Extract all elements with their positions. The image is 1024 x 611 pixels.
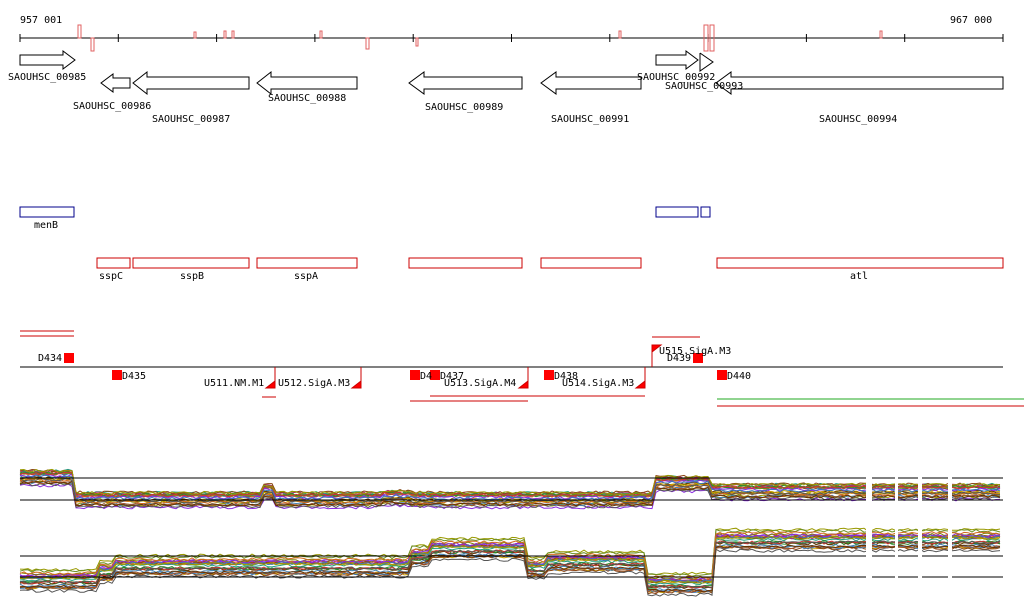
segment-D440-marker[interactable] — [717, 370, 727, 380]
feature-atl[interactable] — [716, 257, 1004, 269]
feature-label: sspA — [294, 271, 318, 282]
expression-track-upper — [19, 468, 1003, 510]
axis-end-label: 967 000 — [950, 15, 992, 26]
promoter-U512[interactable] — [350, 367, 362, 389]
feature-box[interactable] — [700, 206, 711, 218]
feature-box[interactable] — [408, 257, 523, 269]
feature-sspA[interactable] — [256, 257, 358, 269]
gene-SAOUHSC_00993[interactable]: SAOUHSC_00993 — [665, 81, 743, 92]
segment-track: D434 D435 D4 D437 D438 D439 D440 — [20, 330, 1024, 407]
promoter-U513[interactable] — [517, 367, 529, 389]
blue-feature-track: menB — [19, 206, 711, 231]
gene-label: SAOUHSC_00991 — [551, 114, 629, 125]
feature-sspC[interactable] — [96, 257, 131, 269]
gene-label: SAOUHSC_00993 — [665, 81, 743, 92]
gene-SAOUHSC_00992[interactable]: SAOUHSC_00992 — [637, 50, 715, 83]
feature-menB[interactable] — [19, 206, 75, 218]
gene-SAOUHSC_00994[interactable]: SAOUHSC_00994 — [715, 71, 1004, 125]
axis-start-label: 957 001 — [20, 15, 62, 26]
segment-D438-marker[interactable] — [544, 370, 554, 380]
expression-track-lower — [19, 527, 1003, 597]
segment-label-D434: D434 — [38, 353, 62, 364]
gene-label: SAOUHSC_00986 — [73, 101, 151, 112]
promoter-label-U511: U511.NM.M1 — [204, 378, 264, 389]
segment-D437-marker[interactable] — [430, 370, 440, 380]
feature-label: menB — [34, 220, 58, 231]
promoter-label-U512: U512.SigA.M3 — [278, 378, 350, 389]
feature-label: sspC — [99, 271, 123, 282]
segment-label-D437: D437 — [440, 371, 464, 382]
gene-label: SAOUHSC_00988 — [268, 93, 346, 104]
promoter-label-U514: U514.SigA.M3 — [562, 378, 634, 389]
gene-SAOUHSC_00988[interactable]: SAOUHSC_00988 — [256, 70, 358, 104]
gene-track: SAOUHSC_00985 SAOUHSC_00986 SAOUHSC_0098… — [8, 50, 1004, 125]
segment-D434-marker[interactable] — [64, 353, 74, 363]
promoter-label-U515: U515.SigA.M3 — [659, 346, 731, 357]
track-gaps — [866, 466, 952, 586]
segment-label-D435: D435 — [122, 371, 146, 382]
gene-label: SAOUHSC_00989 — [425, 102, 503, 113]
gene-SAOUHSC_00991[interactable]: SAOUHSC_00991 — [540, 71, 642, 125]
feature-sspB[interactable] — [132, 257, 250, 269]
gene-SAOUHSC_00987[interactable]: SAOUHSC_00987 — [132, 70, 250, 125]
gene-label: SAOUHSC_00985 — [8, 72, 86, 83]
segment-D439-marker[interactable] — [693, 353, 703, 363]
gene-SAOUHSC_00986[interactable]: SAOUHSC_00986 — [73, 73, 151, 112]
feature-box[interactable] — [655, 206, 699, 218]
promoter-U515[interactable] — [651, 344, 663, 367]
coordinate-axis: 957 001 967 000 — [19, 15, 1004, 52]
feature-label: sspB — [180, 271, 204, 282]
segment-D435-marker[interactable] — [112, 370, 122, 380]
gene-SAOUHSC_00989[interactable]: SAOUHSC_00989 — [408, 71, 523, 113]
promoter-U511[interactable] — [264, 367, 276, 389]
promoter-label-U513: U513.SigA.M4 — [444, 378, 516, 389]
feature-box[interactable] — [540, 257, 642, 269]
promoter-U514[interactable] — [634, 367, 646, 389]
red-feature-track: sspC sspB sspA atl — [96, 257, 1004, 282]
segment-label-D440: D440 — [727, 371, 751, 382]
segment-label-D439: D439 — [667, 353, 691, 364]
segment-D436-marker[interactable] — [410, 370, 420, 380]
feature-label: atl — [850, 271, 868, 282]
segment-label-D438: D438 — [554, 371, 578, 382]
gene-label: SAOUHSC_00987 — [152, 114, 230, 125]
gene-label: SAOUHSC_00994 — [819, 114, 897, 125]
segment-label-D436: D4 — [420, 371, 432, 382]
gene-label: SAOUHSC_00992 — [637, 72, 715, 83]
gene-SAOUHSC_00985[interactable]: SAOUHSC_00985 — [8, 50, 86, 83]
